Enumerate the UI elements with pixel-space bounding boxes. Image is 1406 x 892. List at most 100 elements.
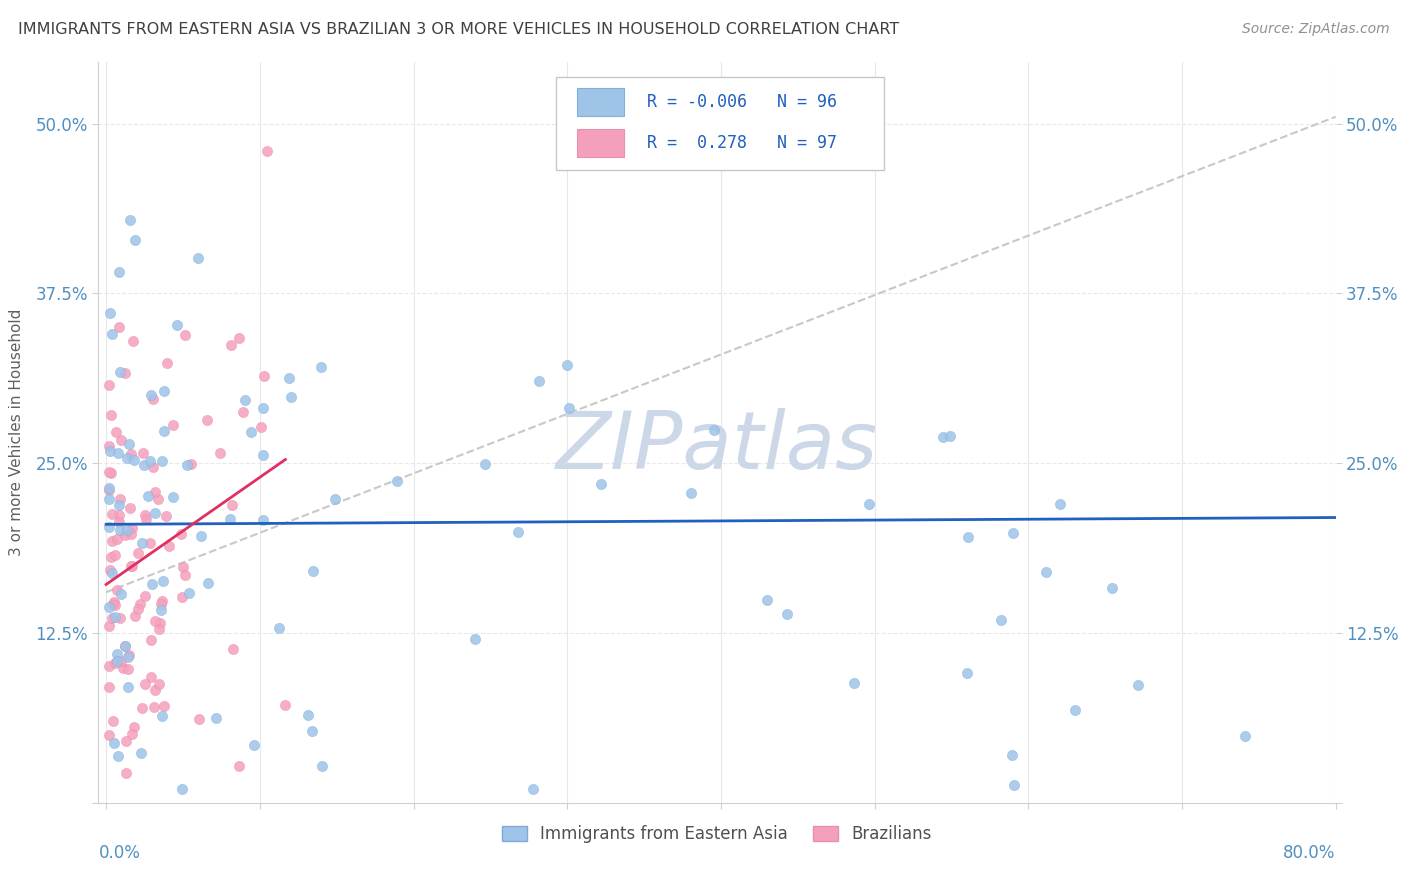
Point xyxy=(98,443,121,458)
Point xyxy=(107,748,129,763)
Point xyxy=(177,586,200,600)
Point xyxy=(98,563,121,577)
Point xyxy=(232,405,254,419)
Point xyxy=(139,536,162,550)
Point xyxy=(143,699,166,714)
FancyBboxPatch shape xyxy=(578,129,624,157)
Point xyxy=(274,698,297,712)
Point xyxy=(108,365,131,379)
Point xyxy=(98,465,121,479)
Point xyxy=(98,491,121,506)
Y-axis label: 3 or more Vehicles in Household: 3 or more Vehicles in Household xyxy=(10,309,24,557)
Point xyxy=(150,709,173,723)
Point xyxy=(108,523,131,537)
Point xyxy=(110,654,132,668)
Point xyxy=(120,447,142,461)
Text: R =  0.278   N = 97: R = 0.278 N = 97 xyxy=(647,134,837,153)
Point xyxy=(252,448,274,462)
Point xyxy=(117,650,139,665)
Point xyxy=(323,492,346,507)
Point xyxy=(122,453,145,467)
Point xyxy=(108,611,131,625)
Point xyxy=(101,714,124,728)
Point xyxy=(956,666,979,681)
Point xyxy=(1126,678,1149,692)
Legend: Immigrants from Eastern Asia, Brazilians: Immigrants from Eastern Asia, Brazilians xyxy=(495,819,939,850)
Point xyxy=(176,458,198,472)
Point xyxy=(1001,748,1024,763)
Point xyxy=(170,590,193,604)
Point xyxy=(150,602,173,616)
FancyBboxPatch shape xyxy=(578,88,624,117)
Point xyxy=(219,338,242,352)
Point xyxy=(522,782,544,797)
Point xyxy=(776,607,799,622)
Point xyxy=(195,413,218,427)
Point xyxy=(267,621,290,635)
Point xyxy=(464,632,486,647)
Point xyxy=(134,677,156,691)
Point xyxy=(105,532,128,546)
Point xyxy=(98,728,121,742)
Point xyxy=(149,616,172,631)
Point xyxy=(506,525,529,540)
Text: R = -0.006   N = 96: R = -0.006 N = 96 xyxy=(647,94,837,112)
Point xyxy=(114,367,136,381)
Point xyxy=(108,491,131,506)
Point xyxy=(100,408,122,422)
Point xyxy=(127,602,149,616)
Point xyxy=(142,392,165,406)
Point xyxy=(110,433,132,447)
Point xyxy=(98,440,121,454)
Point xyxy=(150,594,173,608)
Point xyxy=(98,520,121,534)
Point xyxy=(222,642,245,657)
Point xyxy=(218,511,240,525)
Point xyxy=(108,320,131,334)
Point xyxy=(124,608,146,623)
Point xyxy=(252,401,274,415)
Point xyxy=(474,457,496,471)
Point xyxy=(121,527,143,541)
Point xyxy=(301,723,323,738)
Point xyxy=(112,661,135,675)
Point xyxy=(205,711,228,725)
Point xyxy=(101,507,124,521)
Point xyxy=(302,564,325,578)
Point xyxy=(134,508,156,522)
Point xyxy=(131,536,153,550)
Point xyxy=(120,559,142,574)
Point xyxy=(107,446,129,460)
Point xyxy=(180,458,202,472)
Point xyxy=(842,676,865,690)
Text: IMMIGRANTS FROM EASTERN ASIA VS BRAZILIAN 3 OR MORE VEHICLES IN HOUSEHOLD CORREL: IMMIGRANTS FROM EASTERN ASIA VS BRAZILIA… xyxy=(18,22,900,37)
Point xyxy=(141,388,163,402)
Point xyxy=(143,484,166,499)
Point xyxy=(108,515,131,529)
Point xyxy=(679,485,702,500)
Point xyxy=(703,423,725,437)
Point xyxy=(527,374,550,388)
Point xyxy=(256,144,278,158)
Point xyxy=(121,727,143,741)
Point xyxy=(114,639,136,653)
Point xyxy=(143,614,166,628)
Point xyxy=(1035,566,1057,580)
Point xyxy=(143,506,166,520)
Point xyxy=(152,574,174,588)
Point xyxy=(188,712,211,726)
Point xyxy=(149,597,172,611)
Point xyxy=(1063,703,1085,717)
Point xyxy=(250,419,273,434)
Point xyxy=(172,560,194,574)
Point xyxy=(162,490,184,504)
Point xyxy=(101,326,124,341)
Point xyxy=(115,734,138,748)
Point xyxy=(253,368,276,383)
Point xyxy=(252,513,274,527)
Point xyxy=(755,592,778,607)
Point xyxy=(129,746,152,760)
Point xyxy=(103,736,125,750)
Point xyxy=(105,647,128,661)
Point xyxy=(139,670,162,684)
